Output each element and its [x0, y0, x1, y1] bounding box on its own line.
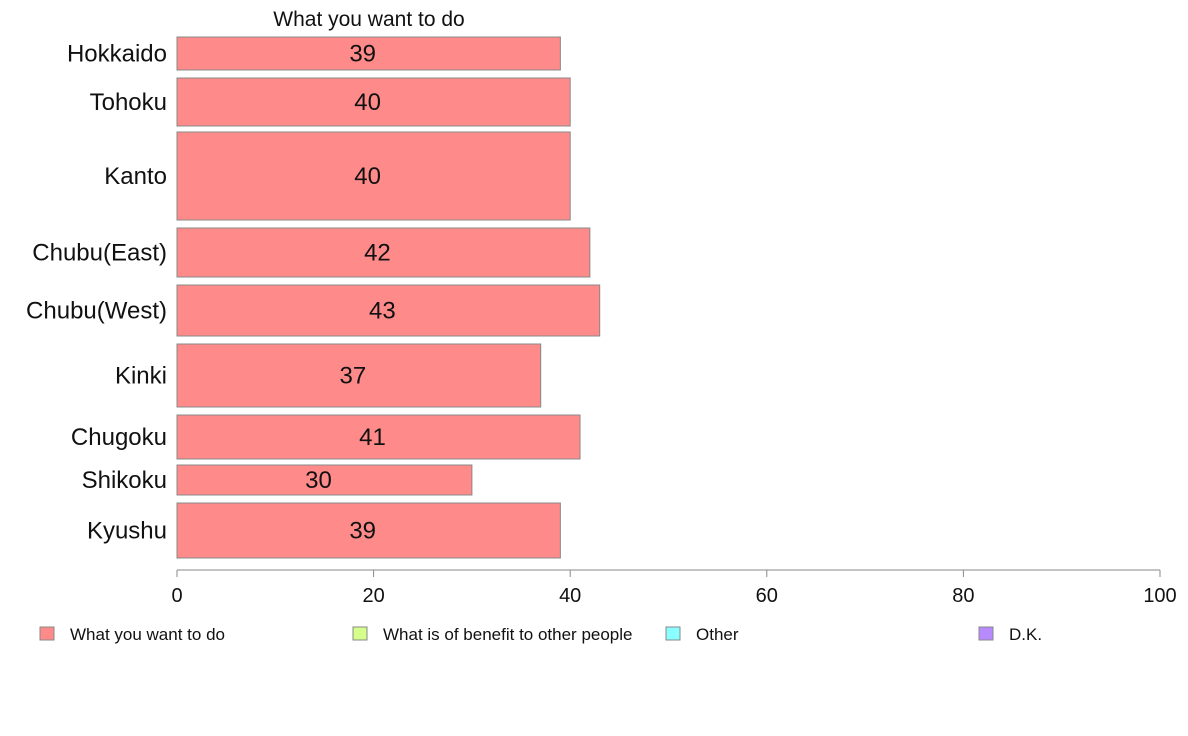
- bar-kanto: [176, 131, 571, 221]
- category-label: Tohoku: [90, 89, 167, 116]
- bar-value-label: 43: [369, 298, 396, 325]
- bar-value-label: 37: [340, 363, 367, 390]
- category-label: Shikoku: [82, 467, 167, 494]
- legend-label: What is of benefit to other people: [383, 625, 633, 644]
- legend-swatch: [978, 626, 994, 641]
- bar-chubu-east-: [176, 227, 591, 278]
- x-tick-label: 40: [559, 585, 581, 607]
- bar-value-label: 41: [359, 424, 386, 451]
- category-label: Kyushu: [87, 518, 167, 545]
- bar-chugoku: [176, 414, 581, 460]
- bar-value-label: 30: [305, 467, 332, 494]
- legend-label: D.K.: [1009, 625, 1042, 644]
- chart-title: What you want to do: [273, 8, 464, 31]
- x-tick-label: 20: [362, 585, 384, 607]
- bar-kinki: [176, 343, 542, 408]
- legend-swatch: [39, 626, 55, 641]
- bar-value-label: 39: [349, 518, 376, 545]
- bar-hokkaido: [176, 36, 561, 71]
- category-label: Hokkaido: [67, 41, 167, 68]
- legend-label: What you want to do: [70, 625, 225, 644]
- x-tick-label: 100: [1143, 585, 1176, 607]
- bar-chubu-west-: [176, 284, 601, 337]
- category-label: Chubu(East): [32, 240, 167, 267]
- bar-value-label: 40: [354, 89, 381, 116]
- bar-value-label: 40: [354, 163, 381, 190]
- category-label: Kinki: [115, 363, 167, 390]
- bar-tohoku: [176, 77, 571, 127]
- x-tick-label: 0: [171, 585, 182, 607]
- legend: What you want to do What is of benefit to…: [39, 625, 1042, 644]
- x-axis: 0 20 40 60 80 100: [171, 569, 1177, 607]
- legend-swatch: [352, 626, 368, 641]
- legend-swatch: [665, 626, 681, 641]
- bar-value-label: 42: [364, 240, 391, 267]
- category-label: Chugoku: [71, 424, 167, 451]
- bar-kyushu: [176, 502, 561, 559]
- x-tick-label: 60: [756, 585, 778, 607]
- bar-value-label: 39: [349, 41, 376, 68]
- bars-group: 39 Hokkaido 40 Tohoku 40 Kanto 42 Chubu(East) 43…: [26, 36, 601, 559]
- legend-label: Other: [696, 625, 739, 644]
- category-label: Chubu(West): [26, 298, 167, 325]
- bar-shikoku: [176, 464, 473, 496]
- x-tick-label: 80: [952, 585, 974, 607]
- category-label: Kanto: [104, 163, 167, 190]
